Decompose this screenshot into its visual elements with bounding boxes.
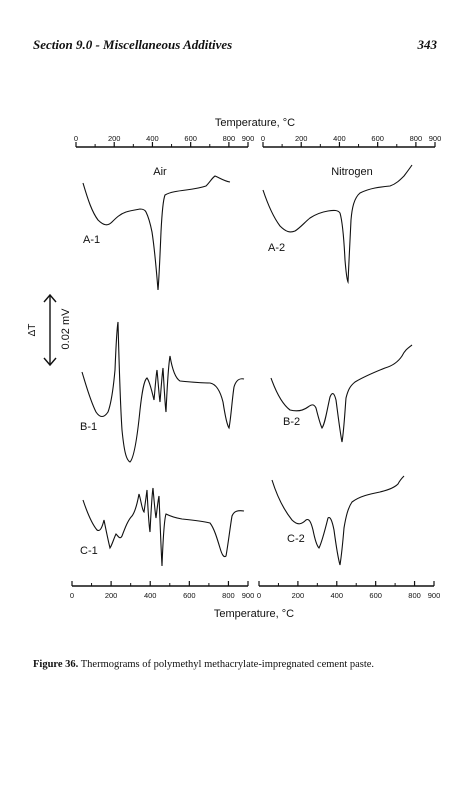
bottom-axis-ticks: 0 200 400 600 800 900 0 200 400 600 800 900 xyxy=(70,581,440,600)
bottom-nitrogen-tick-label-0: 0 xyxy=(257,591,261,600)
top-air-tick-label-400: 400 xyxy=(146,134,159,143)
bottom-axis-title: Temperature, °C xyxy=(214,608,294,620)
bottom-air-tick-label-0: 0 xyxy=(70,591,74,600)
panel-title-nitrogen: Nitrogen xyxy=(331,166,373,178)
top-air-tick-label-900: 900 xyxy=(242,134,255,143)
bottom-air-tick-label-800: 800 xyxy=(222,591,235,600)
curve-label-b2: B-2 xyxy=(283,416,300,428)
top-nitrogen-tick-label-600: 600 xyxy=(371,134,384,143)
bottom-nitrogen-tick-label-900: 900 xyxy=(428,591,441,600)
figure-caption-label: Figure 36. xyxy=(33,659,79,670)
bottom-nitrogen-tick-label-800: 800 xyxy=(408,591,421,600)
curve-a2 xyxy=(262,164,413,285)
top-air-tick-label-600: 600 xyxy=(184,134,197,143)
top-nitrogen-tick-label-200: 200 xyxy=(295,134,308,143)
curve-label-a1: A-1 xyxy=(83,234,100,246)
bottom-air-tick-label-200: 200 xyxy=(105,591,118,600)
scale-bar-label: 0.02 mV xyxy=(60,308,72,350)
top-nitrogen-tick-label-400: 400 xyxy=(333,134,346,143)
panel-title-air: Air xyxy=(153,166,167,178)
curve-label-a2: A-2 xyxy=(268,242,285,254)
figure-caption: Figure 36. Thermograms of polymethyl met… xyxy=(33,659,443,670)
curve-c1 xyxy=(82,487,245,567)
curve-b1 xyxy=(81,321,245,463)
curve-label-c1: C-1 xyxy=(80,545,98,557)
bottom-nitrogen-tick-label-200: 200 xyxy=(292,591,305,600)
bottom-air-tick-label-400: 400 xyxy=(144,591,157,600)
top-nitrogen-tick-label-0: 0 xyxy=(261,134,265,143)
curve-b2 xyxy=(270,344,413,443)
scale-bar-symbol: ΔT xyxy=(27,324,38,337)
section-header: Section 9.0 - Miscellaneous Additives xyxy=(33,37,233,52)
bottom-air-tick-label-600: 600 xyxy=(183,591,196,600)
curve-label-b1: B-1 xyxy=(80,421,97,433)
page-number: 343 xyxy=(417,37,438,52)
top-axis-ticks: 0 200 400 600 800 900 0 200 400 600 800 900 xyxy=(74,134,441,147)
top-axis-title: Temperature, °C xyxy=(215,117,295,129)
top-nitrogen-tick-label-900: 900 xyxy=(429,134,442,143)
top-air-tick-label-0: 0 xyxy=(74,134,78,143)
top-air-tick-label-200: 200 xyxy=(108,134,121,143)
curve-c2 xyxy=(271,475,405,566)
figure-caption-text: Thermograms of polymethyl methacrylate-i… xyxy=(78,659,375,670)
top-air-tick-label-800: 800 xyxy=(223,134,236,143)
scale-bar xyxy=(43,293,57,367)
bottom-nitrogen-tick-label-400: 400 xyxy=(331,591,344,600)
top-nitrogen-tick-label-800: 800 xyxy=(410,134,423,143)
bottom-air-tick-label-900: 900 xyxy=(242,591,255,600)
bottom-nitrogen-tick-label-600: 600 xyxy=(369,591,382,600)
curve-a1 xyxy=(82,175,231,291)
curve-label-c2: C-2 xyxy=(287,533,305,545)
